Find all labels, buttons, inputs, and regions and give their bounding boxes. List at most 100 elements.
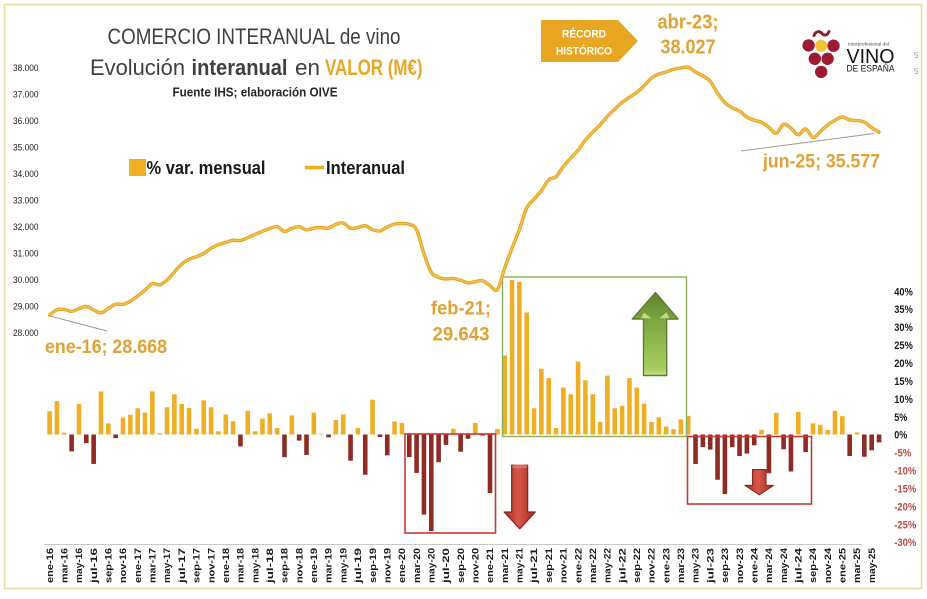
svg-text:nov-19: nov-19	[382, 548, 392, 583]
svg-text:jul-18: jul-18	[265, 548, 275, 584]
svg-text:jul-22: jul-22	[617, 548, 627, 584]
svg-text:mar-21: mar-21	[500, 548, 510, 583]
svg-text:sep-18: sep-18	[280, 548, 290, 583]
svg-text:28.000: 28.000	[13, 328, 39, 338]
svg-text:15%: 15%	[894, 376, 913, 388]
svg-text:ene-22: ene-22	[573, 548, 583, 583]
svg-text:jul-23: jul-23	[705, 548, 715, 584]
svg-text:ene-23: ene-23	[661, 548, 671, 583]
svg-text:RÉCORD: RÉCORD	[562, 28, 606, 41]
svg-text:mar-20: mar-20	[412, 548, 422, 583]
svg-text:5%: 5%	[894, 412, 907, 424]
svg-text:jul-19: jul-19	[353, 548, 363, 584]
svg-text:35.000: 35.000	[13, 143, 39, 153]
svg-text:COMERCIO INTERANUAL de vino: COMERCIO INTERANUAL de vino	[108, 24, 401, 49]
svg-text:DE ESPAÑA: DE ESPAÑA	[847, 64, 896, 75]
svg-text:Interprofesional del: Interprofesional del	[848, 41, 889, 46]
svg-text:37.000: 37.000	[13, 90, 39, 100]
svg-text:may-23: may-23	[691, 548, 701, 583]
svg-text:sep-17: sep-17	[192, 548, 202, 583]
svg-text:may-21: may-21	[515, 548, 525, 583]
svg-text:38.027: 38.027	[661, 36, 716, 59]
svg-text:20%: 20%	[894, 358, 913, 370]
svg-text:5: 5	[914, 51, 919, 60]
svg-text:-20%: -20%	[894, 501, 916, 513]
svg-text:nov-22: nov-22	[647, 548, 657, 583]
svg-text:ene-16; 28.668: ene-16; 28.668	[45, 336, 167, 358]
svg-text:Evolución: Evolución	[90, 55, 185, 80]
svg-text:abr-23;: abr-23;	[658, 11, 719, 34]
svg-text:may-22: may-22	[603, 548, 613, 583]
svg-text:nov-23: nov-23	[735, 548, 745, 583]
svg-text:31.000: 31.000	[13, 249, 39, 259]
svg-text:40%: 40%	[894, 286, 913, 298]
svg-text:jul-16: jul-16	[89, 548, 99, 584]
svg-text:jul-17: jul-17	[177, 548, 187, 584]
svg-text:38.000: 38.000	[13, 63, 39, 73]
svg-text:ene-19: ene-19	[309, 548, 319, 583]
svg-text:VINO: VINO	[847, 46, 895, 68]
svg-text:sep-19: sep-19	[368, 548, 378, 583]
svg-text:32.000: 32.000	[13, 222, 39, 232]
svg-text:mar-24: mar-24	[764, 547, 774, 583]
svg-text:VALOR (M€): VALOR (M€)	[325, 55, 423, 80]
svg-text:sep-20: sep-20	[456, 548, 466, 583]
svg-text:feb-21;: feb-21;	[431, 298, 491, 320]
svg-text:25%: 25%	[894, 340, 913, 352]
svg-text:jul-21: jul-21	[529, 548, 539, 584]
svg-text:ene-17: ene-17	[133, 548, 143, 583]
svg-text:mar-19: mar-19	[324, 548, 334, 583]
svg-text:-25%: -25%	[894, 519, 916, 531]
svg-text:34.000: 34.000	[13, 169, 39, 179]
svg-text:mar-22: mar-22	[588, 548, 598, 583]
svg-text:mar-17: mar-17	[148, 548, 158, 583]
svg-text:35%: 35%	[894, 304, 913, 316]
svg-text:nov-21: nov-21	[559, 548, 569, 583]
svg-text:sep-22: sep-22	[632, 548, 642, 583]
svg-text:0%: 0%	[894, 430, 907, 442]
svg-text:29.000: 29.000	[13, 302, 39, 312]
svg-text:10%: 10%	[894, 394, 913, 406]
svg-text:jul-20: jul-20	[441, 548, 451, 584]
svg-text:jul-24: jul-24	[794, 547, 804, 585]
svg-text:mar-23: mar-23	[676, 548, 686, 583]
svg-text:sep-21: sep-21	[544, 548, 554, 583]
svg-text:nov-18: nov-18	[294, 548, 304, 583]
svg-text:nov-24: nov-24	[823, 547, 833, 583]
svg-text:may-18: may-18	[250, 548, 260, 583]
svg-text:mar-25: mar-25	[852, 548, 862, 583]
svg-text:% var. mensual: % var. mensual	[147, 157, 266, 178]
svg-text:36.000: 36.000	[13, 116, 39, 126]
svg-text:may-20: may-20	[427, 548, 437, 583]
svg-text:ene-24: ene-24	[749, 547, 759, 583]
svg-text:en: en	[295, 55, 320, 80]
svg-text:may-19: may-19	[338, 548, 348, 583]
svg-text:may-25: may-25	[867, 548, 877, 583]
svg-text:-10%: -10%	[894, 466, 916, 478]
svg-text:nov-20: nov-20	[471, 548, 481, 583]
svg-text:5: 5	[914, 67, 919, 76]
svg-text:30.000: 30.000	[13, 275, 39, 285]
svg-text:ene-16: ene-16	[45, 548, 55, 583]
svg-text:nov-16: nov-16	[118, 548, 128, 583]
svg-text:interanual: interanual	[192, 55, 288, 80]
svg-text:Interanual: Interanual	[326, 157, 405, 178]
svg-text:HISTÓRICO: HISTÓRICO	[556, 45, 612, 58]
svg-text:-5%: -5%	[894, 448, 911, 460]
svg-text:ene-18: ene-18	[221, 548, 231, 583]
svg-text:jun-25; 35.577: jun-25; 35.577	[762, 151, 880, 173]
svg-text:sep-23: sep-23	[720, 548, 730, 583]
svg-text:sep-24: sep-24	[808, 547, 818, 583]
svg-text:may-24: may-24	[779, 547, 789, 583]
svg-text:33.000: 33.000	[13, 196, 39, 206]
svg-text:sep-16: sep-16	[104, 548, 114, 583]
svg-text:29.643: 29.643	[433, 324, 490, 346]
svg-text:-30%: -30%	[894, 537, 916, 549]
svg-text:mar-16: mar-16	[60, 548, 70, 583]
svg-text:mar-18: mar-18	[236, 548, 246, 583]
svg-text:may-17: may-17	[162, 548, 172, 583]
svg-text:may-16: may-16	[74, 548, 84, 583]
svg-text:ene-20: ene-20	[397, 548, 407, 583]
svg-text:30%: 30%	[894, 322, 913, 334]
svg-text:-15%: -15%	[894, 484, 916, 496]
